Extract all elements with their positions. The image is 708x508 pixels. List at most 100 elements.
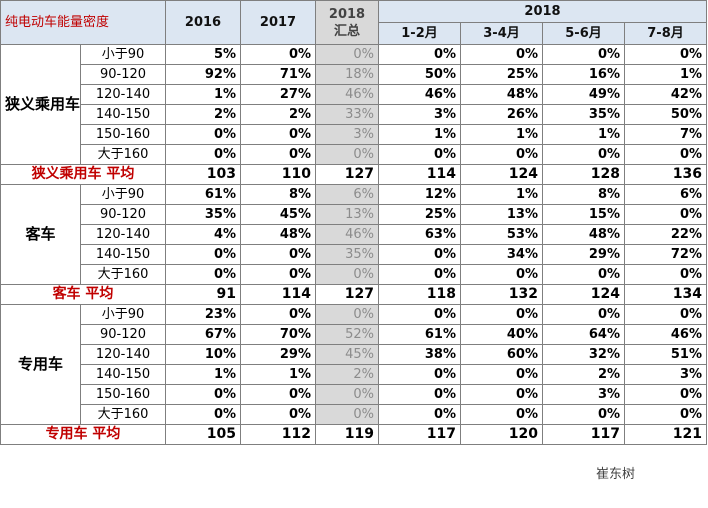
data-row: 大于160 0% 0% 0% 0% 0% 0% 0% xyxy=(1,264,708,285)
range-label: 120-140 xyxy=(79,224,167,245)
cell-value: 3% xyxy=(542,384,626,405)
cell-value: 0% xyxy=(315,264,380,285)
cell-value: 15% xyxy=(542,204,626,225)
range-label: 140-150 xyxy=(79,104,167,125)
cell-value: 0% xyxy=(378,364,462,385)
cell-value: 0% xyxy=(165,404,242,425)
cell-value: 50% xyxy=(378,64,462,85)
cell-value: 23% xyxy=(165,304,242,325)
cell-value: 0% xyxy=(378,44,462,65)
cell-value: 46% xyxy=(624,324,708,345)
cell-value: 0% xyxy=(240,384,317,405)
cell-value: 8% xyxy=(542,184,626,205)
cell-value: 42% xyxy=(624,84,708,105)
cell-value: 0% xyxy=(542,304,626,325)
range-label: 小于90 xyxy=(79,184,167,205)
data-row: 140-150 0% 0% 35% 0% 34% 29% 72% xyxy=(1,244,708,265)
period-header: 1-2月 xyxy=(378,22,462,45)
cell-value: 0% xyxy=(542,404,626,425)
cell-value: 18% xyxy=(315,64,380,85)
group-label: 专用车 xyxy=(0,304,81,425)
header-row: 纯电动车能量密度 2016 2017 2018 汇总 2018 xyxy=(0,0,708,45)
cell-value: 1% xyxy=(542,124,626,145)
cell-value: 64% xyxy=(542,324,626,345)
summary-year: 2018 xyxy=(328,6,366,22)
cell-value: 0% xyxy=(240,144,317,165)
cell-value: 1% xyxy=(240,364,317,385)
cell-value: 6% xyxy=(315,184,380,205)
cell-value: 6% xyxy=(624,184,708,205)
cell-value: 4% xyxy=(165,224,242,245)
average-value: 119 xyxy=(315,424,380,445)
cell-value: 1% xyxy=(165,364,242,385)
data-row: 90-120 67% 70% 52% 61% 40% 64% 46% xyxy=(1,324,708,345)
cell-value: 8% xyxy=(240,184,317,205)
cell-value: 34% xyxy=(460,244,544,265)
cell-value: 49% xyxy=(542,84,626,105)
cell-value: 10% xyxy=(165,344,242,365)
cell-value: 26% xyxy=(460,104,544,125)
energy-density-table: 纯电动车能量密度 2016 2017 2018 汇总 2018 1-2月 3-4… xyxy=(0,0,708,445)
cell-value: 51% xyxy=(624,344,708,365)
cell-value: 67% xyxy=(165,324,242,345)
cell-value: 61% xyxy=(165,184,242,205)
cell-value: 0% xyxy=(378,264,462,285)
cell-value: 48% xyxy=(240,224,317,245)
average-value: 105 xyxy=(165,424,242,445)
average-value: 114 xyxy=(378,164,462,185)
cell-value: 38% xyxy=(378,344,462,365)
data-row: 140-150 2% 2% 33% 3% 26% 35% 50% xyxy=(1,104,708,125)
cell-value: 1% xyxy=(378,124,462,145)
cell-value: 0% xyxy=(624,204,708,225)
cell-value: 0% xyxy=(240,264,317,285)
cell-value: 32% xyxy=(542,344,626,365)
group-label: 客车 xyxy=(0,184,81,285)
cell-value: 3% xyxy=(624,364,708,385)
data-row: 90-120 92% 71% 18% 50% 25% 16% 1% xyxy=(1,64,708,85)
average-value: 114 xyxy=(240,284,317,305)
cell-value: 0% xyxy=(460,304,544,325)
range-label: 90-120 xyxy=(79,204,167,225)
cell-value: 0% xyxy=(240,244,317,265)
cell-value: 52% xyxy=(315,324,380,345)
cell-value: 46% xyxy=(378,84,462,105)
cell-value: 0% xyxy=(624,384,708,405)
average-label: 狭义乘用车 平均 xyxy=(0,164,167,185)
cell-value: 0% xyxy=(240,44,317,65)
cell-value: 0% xyxy=(460,44,544,65)
cell-value: 63% xyxy=(378,224,462,245)
data-row: 150-160 0% 0% 0% 0% 0% 3% 0% xyxy=(1,384,708,405)
range-label: 140-150 xyxy=(79,364,167,385)
cell-value: 40% xyxy=(460,324,544,345)
cell-value: 0% xyxy=(240,404,317,425)
data-row: 120-140 4% 48% 46% 63% 53% 48% 22% xyxy=(1,224,708,245)
cell-value: 1% xyxy=(460,124,544,145)
cell-value: 0% xyxy=(315,144,380,165)
average-value: 136 xyxy=(624,164,708,185)
average-value: 117 xyxy=(542,424,626,445)
year-header: 2016 xyxy=(165,0,242,45)
watermark: 崔东树 xyxy=(592,463,638,482)
table-header: 纯电动车能量密度 2016 2017 2018 汇总 2018 1-2月 3-4… xyxy=(0,0,708,45)
average-value: 112 xyxy=(240,424,317,445)
data-row: 140-150 1% 1% 2% 0% 0% 2% 3% xyxy=(1,364,708,385)
data-row: 专用车 小于90 23% 0% 0% 0% 0% 0% 0% xyxy=(0,304,708,425)
cell-value: 0% xyxy=(165,244,242,265)
cell-value: 0% xyxy=(378,304,462,325)
average-row: 客车 平均 91 114 127 118 132 124 134 xyxy=(0,284,708,305)
range-label: 大于160 xyxy=(79,144,167,165)
average-value: 124 xyxy=(542,284,626,305)
average-value: 121 xyxy=(624,424,708,445)
cell-value: 0% xyxy=(624,304,708,325)
cell-value: 29% xyxy=(542,244,626,265)
average-value: 132 xyxy=(460,284,544,305)
average-value: 118 xyxy=(378,284,462,305)
average-value: 91 xyxy=(165,284,242,305)
cell-value: 2% xyxy=(240,104,317,125)
data-row: 大于160 0% 0% 0% 0% 0% 0% 0% xyxy=(1,144,708,165)
cell-value: 16% xyxy=(542,64,626,85)
average-value: 124 xyxy=(460,164,544,185)
cell-value: 0% xyxy=(378,384,462,405)
cell-value: 13% xyxy=(315,204,380,225)
